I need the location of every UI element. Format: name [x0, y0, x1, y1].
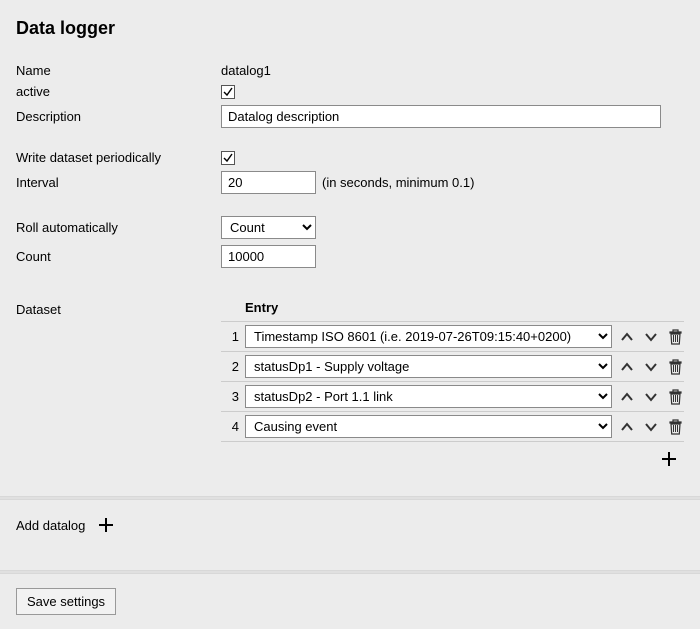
- trash-icon: [668, 389, 683, 405]
- count-input[interactable]: [221, 245, 316, 268]
- move-down-button[interactable]: [642, 418, 660, 436]
- trash-icon: [668, 329, 683, 345]
- move-up-button[interactable]: [618, 418, 636, 436]
- roll-auto-select[interactable]: Count: [221, 216, 316, 239]
- description-label: Description: [16, 109, 221, 124]
- entry-select-1[interactable]: Timestamp ISO 8601 (i.e. 2019-07-26T09:1…: [245, 325, 612, 348]
- interval-hint: (in seconds, minimum 0.1): [322, 175, 474, 190]
- write-periodically-checkbox[interactable]: [221, 151, 235, 165]
- entry-column-header: Entry: [221, 300, 684, 322]
- dataset-table: Entry 1 Timestamp ISO 8601 (i.e. 2019-07-…: [221, 300, 684, 476]
- entry-number: 3: [221, 389, 239, 404]
- add-datalog-label: Add datalog: [16, 518, 85, 533]
- dataset-label: Dataset: [16, 300, 221, 476]
- move-down-button[interactable]: [642, 328, 660, 346]
- entry-number: 2: [221, 359, 239, 374]
- delete-entry-button[interactable]: [666, 358, 684, 376]
- plus-icon: [97, 516, 115, 534]
- chevron-up-icon: [619, 389, 635, 405]
- form-area: Name datalog1 active Description Write d…: [0, 63, 700, 282]
- delete-entry-button[interactable]: [666, 328, 684, 346]
- entry-row: 4 Causing event: [221, 412, 684, 442]
- roll-auto-label: Roll automatically: [16, 220, 221, 235]
- trash-icon: [668, 419, 683, 435]
- page-header: Data logger: [0, 0, 700, 63]
- entry-number: 1: [221, 329, 239, 344]
- chevron-down-icon: [643, 329, 659, 345]
- entry-number: 4: [221, 419, 239, 434]
- chevron-up-icon: [619, 359, 635, 375]
- move-up-button[interactable]: [618, 358, 636, 376]
- entry-row: 3 statusDp2 - Port 1.1 link: [221, 382, 684, 412]
- entry-row: 2 statusDp1 - Supply voltage: [221, 352, 684, 382]
- active-label: active: [16, 84, 221, 99]
- chevron-up-icon: [619, 419, 635, 435]
- move-down-button[interactable]: [642, 388, 660, 406]
- entry-select-3[interactable]: statusDp2 - Port 1.1 link: [245, 385, 612, 408]
- active-checkbox[interactable]: [221, 85, 235, 99]
- name-label: Name: [16, 63, 221, 78]
- entry-row: 1 Timestamp ISO 8601 (i.e. 2019-07-26T09:…: [221, 322, 684, 352]
- delete-entry-button[interactable]: [666, 418, 684, 436]
- chevron-down-icon: [643, 419, 659, 435]
- entry-select-4[interactable]: Causing event: [245, 415, 612, 438]
- move-down-button[interactable]: [642, 358, 660, 376]
- delete-entry-button[interactable]: [666, 388, 684, 406]
- move-up-button[interactable]: [618, 388, 636, 406]
- write-periodically-label: Write dataset periodically: [16, 150, 221, 165]
- plus-icon: [660, 450, 678, 468]
- interval-label: Interval: [16, 175, 221, 190]
- chevron-up-icon: [619, 329, 635, 345]
- add-entry-button[interactable]: [658, 448, 680, 470]
- description-input[interactable]: [221, 105, 661, 128]
- move-up-button[interactable]: [618, 328, 636, 346]
- count-label: Count: [16, 249, 221, 264]
- name-value: datalog1: [221, 63, 271, 78]
- save-settings-button[interactable]: Save settings: [16, 588, 116, 615]
- interval-input[interactable]: [221, 171, 316, 194]
- entry-select-2[interactable]: statusDp1 - Supply voltage: [245, 355, 612, 378]
- add-datalog-button[interactable]: [95, 514, 117, 536]
- trash-icon: [668, 359, 683, 375]
- chevron-down-icon: [643, 359, 659, 375]
- chevron-down-icon: [643, 389, 659, 405]
- page-title: Data logger: [16, 18, 684, 39]
